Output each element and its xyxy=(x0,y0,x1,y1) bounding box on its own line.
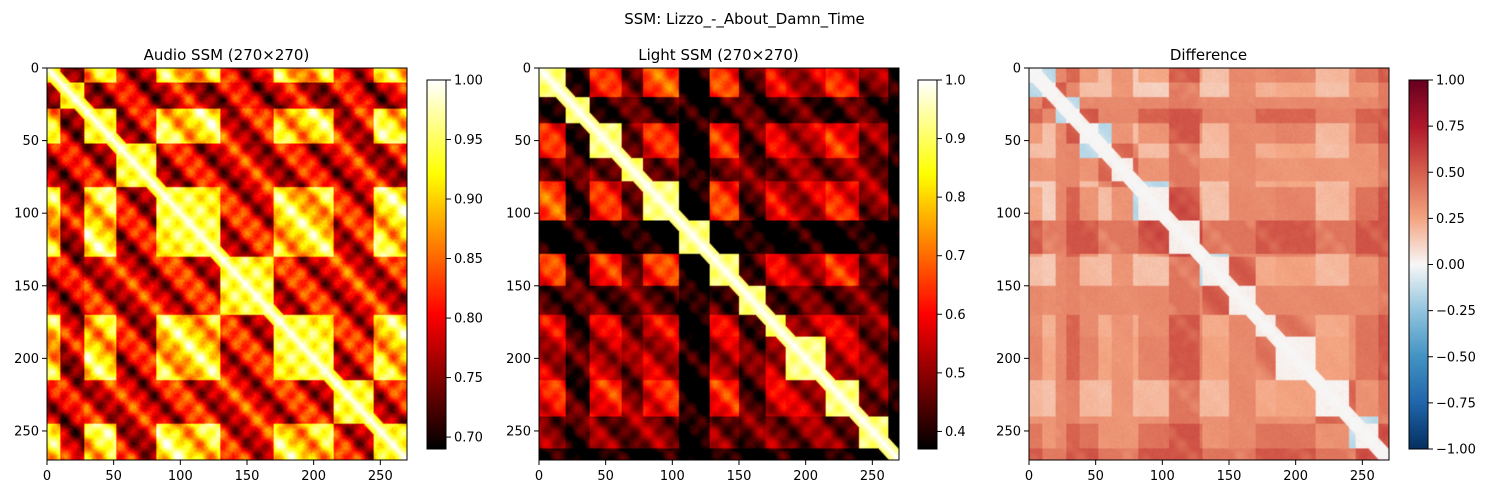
colorbar-ticks: 1.00 0.75 0.50 0.25 0.00 −0.25 −0.50 −0.75 −1.00 xyxy=(1428,74,1476,458)
y-tick-label: 200 xyxy=(996,352,1021,367)
colorbar-tick-label: 0.6 xyxy=(945,308,966,323)
x-tick-label: 250 xyxy=(860,469,885,484)
heatmap-canvas-holder xyxy=(539,68,899,460)
colorbar-tick-label: 1.0 xyxy=(945,74,966,89)
colorbar-holder xyxy=(1409,80,1428,449)
heatmap-image xyxy=(539,68,899,460)
colorbar-tick-label: 0.70 xyxy=(454,431,483,446)
colorbar-ticks: 0.70 0.75 0.80 0.85 0.90 0.95 1.00 xyxy=(446,74,483,446)
axes-ticks: 0 50 100 150 200 250 0 50 100 150 200 250 xyxy=(996,62,1375,485)
axes-ticks: 0 50 100 150 200 250 0 50 100 150 200 250 xyxy=(506,62,885,485)
colorbar-tick-label: 0.85 xyxy=(454,252,483,267)
colorbar-ticks: 0.4 0.5 0.6 0.7 0.8 0.9 1.0 xyxy=(937,74,966,440)
y-tick-label: 50 xyxy=(1004,134,1021,149)
panel-title: Difference xyxy=(1170,46,1247,64)
colorbar-tick-label: −0.75 xyxy=(1436,396,1476,411)
x-tick-label: 200 xyxy=(1283,469,1308,484)
y-tick-label: 250 xyxy=(14,424,39,439)
y-tick-label: 250 xyxy=(996,424,1021,439)
y-tick-label: 0 xyxy=(523,62,531,77)
colorbar-frame xyxy=(426,79,447,450)
colorbar-holder xyxy=(918,80,937,449)
y-tick-label: 50 xyxy=(514,134,531,149)
colorbar xyxy=(918,80,937,449)
colorbar-holder xyxy=(427,80,446,449)
colorbar-tick-label: −1.00 xyxy=(1436,443,1476,458)
y-tick-label: 250 xyxy=(506,424,531,439)
colorbar xyxy=(427,80,446,449)
y-tick-label: 150 xyxy=(506,279,531,294)
x-tick-label: 50 xyxy=(1087,469,1104,484)
y-tick-label: 100 xyxy=(506,207,531,222)
x-tick-label: 250 xyxy=(1350,469,1375,484)
heatmap-canvas-holder xyxy=(1029,68,1389,460)
panel-light-ssm: Light SSM (270×270) 0 50 100 150 200 250 0 50 10… xyxy=(506,46,966,484)
heatmap-image xyxy=(47,68,407,460)
y-tick-label: 0 xyxy=(1013,62,1021,77)
colorbar-tick-label: 0.80 xyxy=(454,312,483,327)
x-tick-label: 0 xyxy=(1025,469,1033,484)
y-tick-label: 150 xyxy=(996,279,1021,294)
colorbar-tick-label: 0.75 xyxy=(454,371,483,386)
y-tick-label: 50 xyxy=(22,134,39,149)
x-tick-label: 200 xyxy=(301,469,326,484)
y-tick-label: 100 xyxy=(14,207,39,222)
colorbar-tick-label: −0.25 xyxy=(1436,304,1476,319)
y-tick-label: 0 xyxy=(31,62,39,77)
colorbar-frame xyxy=(917,79,938,450)
colorbar-tick-label: 0.8 xyxy=(945,191,966,206)
y-tick-label: 150 xyxy=(14,279,39,294)
panel-title: Light SSM (270×270) xyxy=(638,46,799,64)
colorbar-tick-label: 0.9 xyxy=(945,132,966,147)
colorbar-tick-label: 0.25 xyxy=(1436,212,1465,227)
x-tick-label: 0 xyxy=(43,469,51,484)
colorbar-tick-label: 0.75 xyxy=(1436,120,1465,135)
y-tick-label: 200 xyxy=(506,352,531,367)
x-tick-label: 100 xyxy=(1150,469,1175,484)
panel-audio-ssm: Audio SSM (270×270) 0 50 100 150 200 250 0 50 10… xyxy=(14,46,483,484)
colorbar-tick-label: 0.00 xyxy=(1436,258,1465,273)
x-tick-label: 50 xyxy=(105,469,122,484)
colorbar-tick-label: 0.7 xyxy=(945,249,966,264)
colorbar-tick-label: 0.4 xyxy=(945,425,966,440)
axes-frame xyxy=(538,67,900,461)
colorbar-tick-label: 1.00 xyxy=(1436,74,1465,89)
colorbar-tick-label: 0.5 xyxy=(945,366,966,381)
x-tick-label: 250 xyxy=(368,469,393,484)
x-tick-label: 100 xyxy=(660,469,685,484)
colorbar-tick-label: −0.50 xyxy=(1436,350,1476,365)
y-tick-label: 200 xyxy=(14,352,39,367)
x-tick-label: 100 xyxy=(168,469,193,484)
axes-ticks: 0 50 100 150 200 250 0 50 100 150 200 250 xyxy=(14,62,393,485)
x-tick-label: 150 xyxy=(1217,469,1242,484)
x-tick-label: 0 xyxy=(535,469,543,484)
colorbar-tick-label: 0.50 xyxy=(1436,166,1465,181)
y-tick-label: 100 xyxy=(996,207,1021,222)
figure-suptitle: SSM: Lizzo_-_About_Damn_Time xyxy=(624,10,865,29)
colorbar-tick-label: 0.95 xyxy=(454,133,483,148)
x-tick-label: 200 xyxy=(793,469,818,484)
panel-difference: Difference 0 50 100 150 200 250 0 50 100 150 200 25… xyxy=(996,46,1476,484)
axes-frame xyxy=(1028,67,1390,461)
colorbar-tick-label: 0.90 xyxy=(454,193,483,208)
colorbar-tick-label: 1.00 xyxy=(454,74,483,89)
x-tick-label: 50 xyxy=(597,469,614,484)
colorbar xyxy=(1409,80,1428,449)
axes-frame xyxy=(46,67,408,461)
heatmap-canvas-holder xyxy=(47,68,407,460)
panel-title: Audio SSM (270×270) xyxy=(144,46,310,64)
heatmap-image xyxy=(1029,68,1389,460)
x-tick-label: 150 xyxy=(235,469,260,484)
x-tick-label: 150 xyxy=(727,469,752,484)
